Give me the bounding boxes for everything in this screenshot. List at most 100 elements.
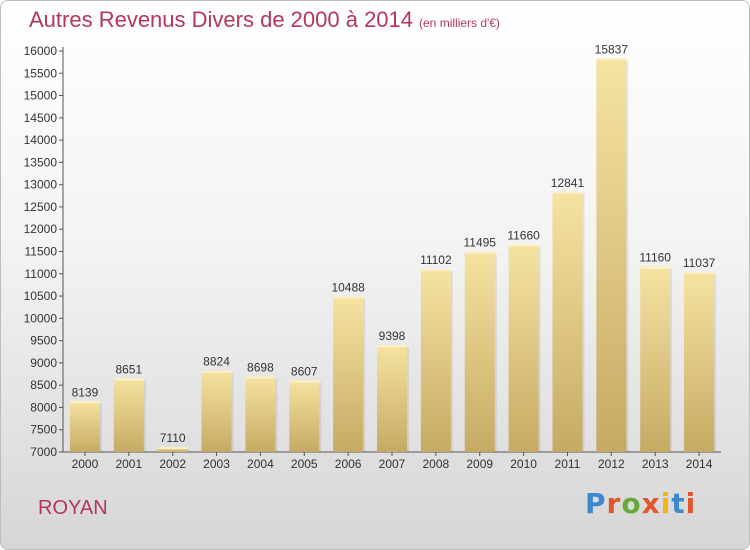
x-tick-label: 2009 <box>466 457 493 471</box>
bar-group <box>552 191 585 452</box>
bar <box>420 269 451 452</box>
chart-title-text: Autres Revenus Divers de 2000 à 2014 <box>29 7 414 32</box>
axis-layer: 7000 7500 8000 8500 9000 9500 10000 10500 11000 1… <box>24 44 721 459</box>
data-label: 9398 <box>379 329 406 343</box>
bar-group <box>201 370 234 452</box>
city-name: ROYAN <box>38 497 108 519</box>
x-tick-label: 2002 <box>159 457 186 471</box>
bar <box>201 370 232 452</box>
x-tick-label: 2010 <box>510 457 537 471</box>
bar-top <box>245 376 276 379</box>
bar-top <box>69 401 100 404</box>
data-label: 8651 <box>115 362 142 376</box>
bar <box>464 251 495 452</box>
x-tick-label: 2001 <box>115 457 142 471</box>
y-tick-label: 14500 <box>24 111 58 125</box>
data-label: 11037 <box>683 256 716 270</box>
y-tick-label: 7000 <box>30 445 57 459</box>
bar-top <box>333 296 364 299</box>
bar-group <box>69 401 102 452</box>
data-label: 11660 <box>507 228 540 242</box>
y-tick-label: 12000 <box>24 222 58 236</box>
x-tick-label: 2013 <box>642 457 669 471</box>
x-tick-label: 2007 <box>379 457 406 471</box>
bar-group <box>684 272 717 452</box>
bar-group <box>333 296 366 452</box>
bar-top <box>201 370 232 373</box>
chart-title: Autres Revenus Divers de 2000 à 2014 (en … <box>29 7 500 33</box>
bar-top <box>113 378 144 381</box>
bar <box>377 345 407 452</box>
data-label: 11160 <box>639 251 671 265</box>
x-tick-label: 2008 <box>423 457 450 471</box>
y-tick-label: 12500 <box>24 200 58 214</box>
brand-letter: o <box>621 487 642 520</box>
x-tick-label: 2012 <box>598 457 625 471</box>
data-label: 8698 <box>247 360 274 374</box>
brand-letter: i <box>685 487 697 520</box>
x-tick-label: 2006 <box>335 457 362 471</box>
bar <box>552 191 583 452</box>
y-tick-label: 10000 <box>24 311 58 325</box>
bar-group <box>508 244 541 452</box>
bar-group <box>289 380 322 452</box>
y-tick-label: 15000 <box>24 89 58 103</box>
y-tick-label: 8000 <box>30 400 57 414</box>
bar <box>640 266 671 452</box>
y-tick-label: 15500 <box>24 66 58 80</box>
data-label: 7110 <box>160 431 186 445</box>
y-tick-label: 13500 <box>24 155 58 169</box>
bar-top <box>464 251 495 254</box>
bar-top <box>596 58 627 61</box>
bar-top <box>552 191 583 194</box>
y-tick-label: 16000 <box>24 44 58 58</box>
y-tick-label: 13000 <box>24 178 58 192</box>
bar <box>289 380 320 452</box>
bar-top <box>420 269 451 272</box>
brand-letter: x <box>641 487 661 520</box>
chart-unit: (en milliers d'€) <box>419 16 500 30</box>
bar-top <box>684 272 715 275</box>
y-tick-label: 7500 <box>30 423 57 437</box>
label-layer: 2000 8139 2001 8651 2002 7110 2003 8824 2004 8698… <box>72 42 716 471</box>
x-tick-label: 2005 <box>291 457 318 471</box>
x-tick-label: 2014 <box>686 457 713 471</box>
data-label: 8139 <box>72 385 99 399</box>
data-label: 12841 <box>551 176 585 190</box>
bar <box>69 401 100 452</box>
brand-letter: t <box>671 487 686 520</box>
data-label: 8824 <box>203 355 230 369</box>
brand-logo: Proxiti <box>585 487 696 520</box>
x-tick-label: 2000 <box>72 457 99 471</box>
brand-letter: P <box>585 487 607 520</box>
x-tick-label: 2004 <box>247 457 274 471</box>
bar <box>157 447 188 452</box>
y-tick-label: 11500 <box>25 245 58 259</box>
bar-group <box>157 447 190 452</box>
bar-top <box>640 266 671 269</box>
bar <box>113 378 144 452</box>
bar-top <box>157 447 188 450</box>
x-tick-label: 2003 <box>203 457 230 471</box>
bar-layer <box>69 58 717 453</box>
y-tick-label: 11000 <box>25 267 58 281</box>
bar-top <box>508 244 539 247</box>
y-tick-label: 8500 <box>30 378 57 392</box>
data-label: 11102 <box>420 253 452 267</box>
y-tick-label: 9500 <box>30 334 57 348</box>
data-label: 8607 <box>291 364 318 378</box>
bar-group <box>113 378 146 452</box>
brand-letter: i <box>660 487 672 520</box>
bar <box>333 296 364 452</box>
brand-letter: r <box>606 487 622 520</box>
y-tick-label: 10500 <box>24 289 58 303</box>
bar-group <box>245 376 278 452</box>
bar <box>596 58 627 453</box>
bar-group <box>464 251 497 452</box>
y-tick-label: 14000 <box>24 133 58 147</box>
bar-group <box>596 58 629 453</box>
bar <box>508 244 539 452</box>
bar <box>245 376 276 452</box>
